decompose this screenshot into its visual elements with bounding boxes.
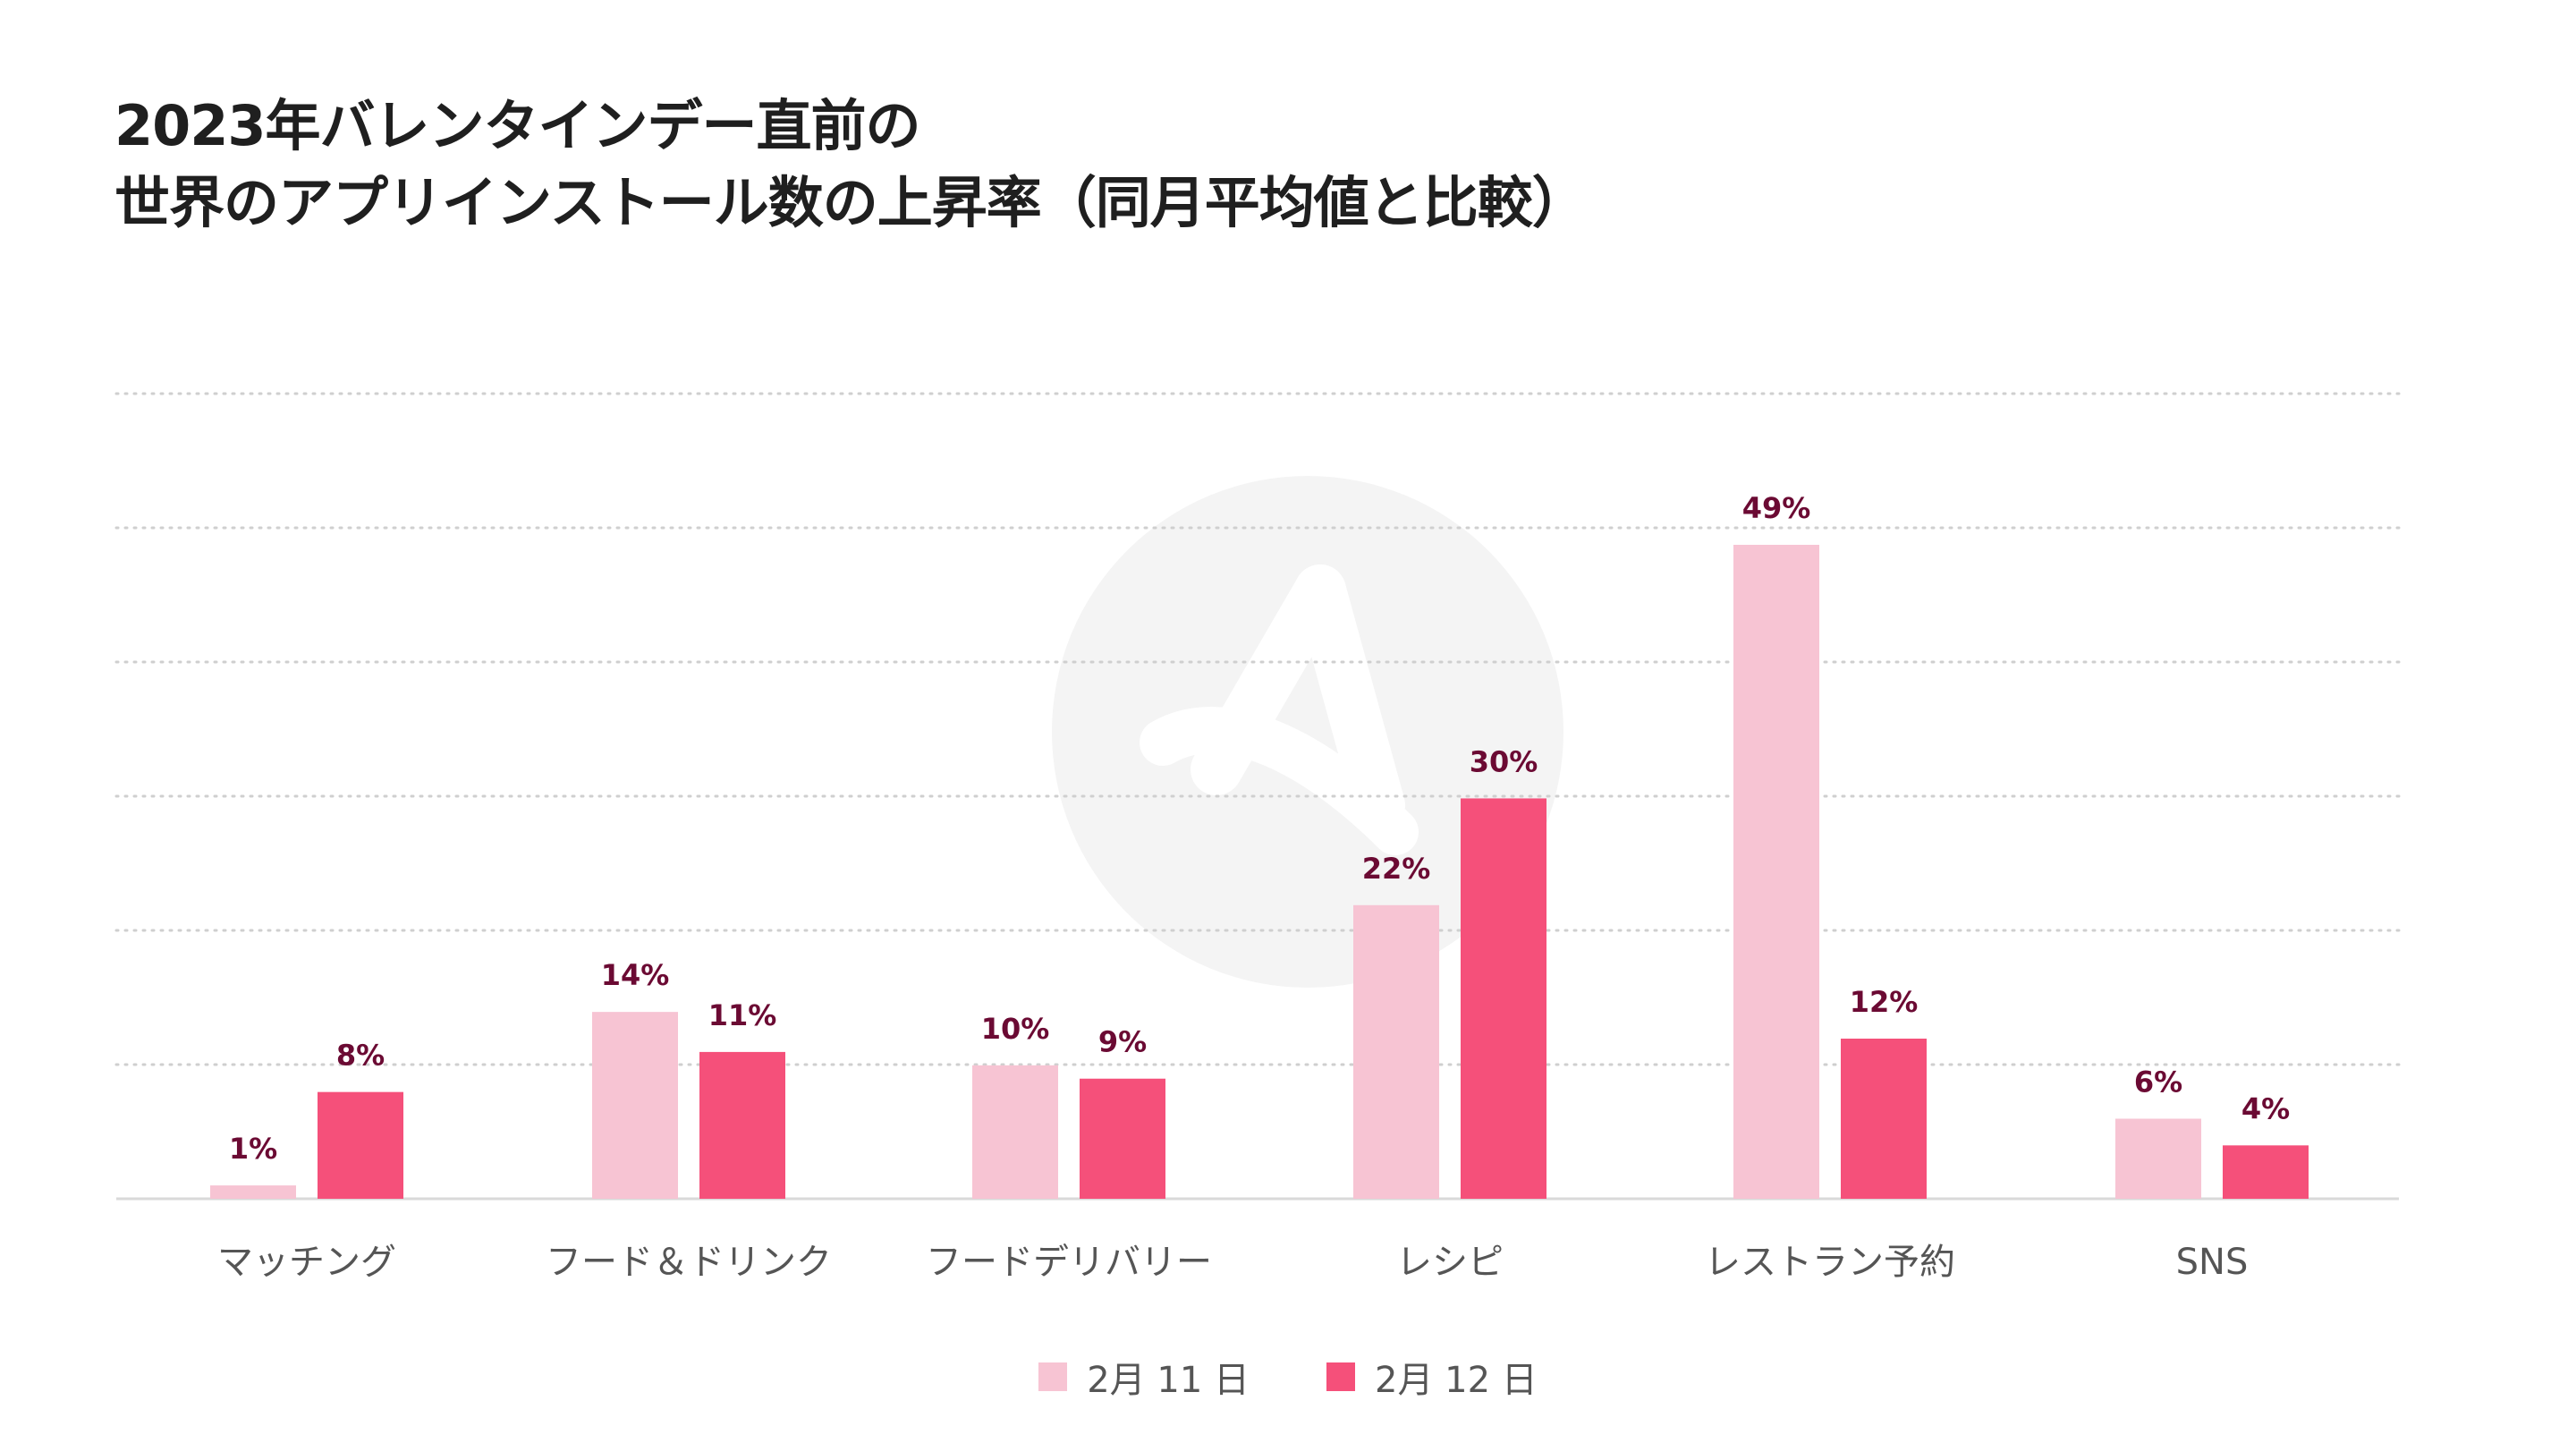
data-label-series-2-cat-3: 9% [1098, 1025, 1147, 1059]
bar-series-2-cat-5 [1841, 1038, 1927, 1199]
bar-series-1-cat-5 [1733, 545, 1819, 1199]
data-label-series-1-cat-6: 6% [2134, 1065, 2182, 1099]
data-label-series-2-cat-4: 30% [1470, 744, 1538, 778]
x-tick-label: レストラン予約 [1705, 1242, 1955, 1283]
data-label-series-1-cat-2: 14% [601, 958, 670, 992]
data-label-series-1-cat-3: 10% [981, 1012, 1050, 1046]
legend-item-series-1: 2月 11 日 [1038, 1351, 1250, 1403]
chart-title: 2023年バレンタインデー直前の 世界のアプリインストール数の上昇率（同月平均値… [114, 88, 1588, 242]
bar-series-2-cat-1 [318, 1091, 403, 1199]
legend: 2月 11 日 2月 12 日 [0, 1351, 2576, 1403]
legend-label-series-1: 2月 11 日 [1087, 1360, 1250, 1401]
legend-swatch-series-1 [1038, 1362, 1068, 1391]
bar-series-1-cat-6 [2115, 1118, 2201, 1199]
bar-series-2-cat-4 [1461, 798, 1546, 1199]
bar-series-1-cat-1 [210, 1185, 296, 1199]
bar-series-2-cat-3 [1080, 1078, 1165, 1199]
x-tick-label: マッチング [217, 1242, 396, 1283]
value-labels: 1% 8% 14% 11% 10% 9% 22% 30% 49% 12% 6% 4% [229, 491, 2290, 1166]
data-label-series-2-cat-2: 11% [708, 998, 777, 1032]
data-label-series-1-cat-4: 22% [1362, 852, 1431, 886]
data-label-series-1-cat-5: 49% [1742, 491, 1811, 525]
chart-title-line1: 2023年バレンタインデー直前の [114, 93, 921, 158]
data-label-series-1-cat-1: 1% [229, 1132, 277, 1166]
x-tick-labels: マッチング フード＆ドリンク フードデリバリー レシピ レストラン予約 SNS [217, 1242, 2248, 1283]
data-label-series-2-cat-1: 8% [336, 1039, 385, 1073]
data-label-series-2-cat-5: 12% [1850, 985, 1919, 1019]
bar-series-2-cat-6 [2223, 1145, 2309, 1199]
x-tick-label: SNS [2176, 1242, 2249, 1283]
bar-series-1-cat-3 [972, 1065, 1058, 1199]
x-tick-label: フード＆ドリンク [546, 1242, 832, 1283]
chart-title-line2: 世界のアプリインストール数の上昇率（同月平均値と比較） [114, 170, 1588, 235]
x-tick-label: レシピ [1396, 1242, 1504, 1283]
data-label-series-2-cat-6: 4% [2241, 1091, 2290, 1125]
x-tick-label: フードデリバリー [926, 1242, 1212, 1283]
watermark-logo [1052, 476, 1563, 988]
legend-swatch-series-2 [1326, 1362, 1355, 1391]
bar-series-1-cat-4 [1353, 904, 1439, 1199]
bars [210, 545, 2309, 1199]
bar-series-2-cat-2 [699, 1051, 785, 1199]
legend-label-series-2: 2月 12 日 [1375, 1360, 1538, 1401]
legend-item-series-2: 2月 12 日 [1326, 1351, 1538, 1403]
bar-series-1-cat-2 [592, 1012, 678, 1199]
